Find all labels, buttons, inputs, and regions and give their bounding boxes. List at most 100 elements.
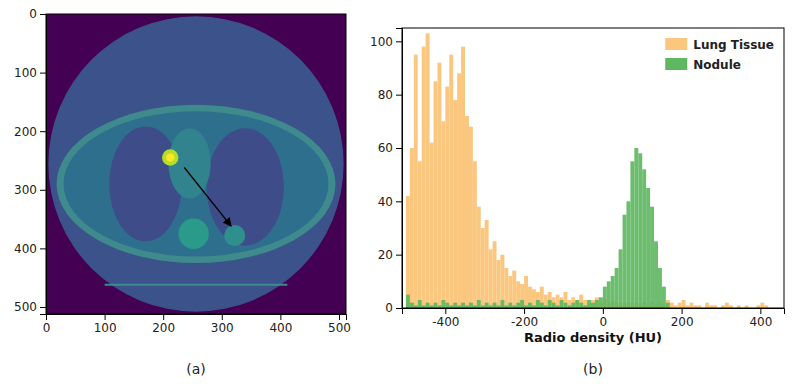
- histogram-bar: [603, 287, 607, 308]
- histogram-bar: [453, 303, 457, 308]
- plot-frame: [402, 28, 784, 308]
- tick-label: 500: [328, 321, 351, 335]
- body-outline: [57, 105, 336, 263]
- tick-label: 0: [600, 315, 608, 329]
- panel-caption: (b): [583, 361, 603, 377]
- y-axis-tick: 0: [29, 7, 46, 21]
- x-axis-tick: 500: [328, 314, 351, 335]
- histogram-bar: [560, 300, 564, 308]
- legend-item: Lung Tissue: [665, 38, 774, 52]
- histogram-bar: [650, 207, 654, 308]
- histogram-bar: [591, 300, 595, 308]
- histogram-bar: [560, 297, 564, 308]
- histogram-bar: [508, 276, 512, 308]
- x-axis-tick: 300: [211, 314, 234, 335]
- histogram-bar: [536, 292, 540, 308]
- arrow: [184, 168, 231, 227]
- aorta-core: [166, 153, 174, 161]
- histogram-bar: [615, 268, 619, 308]
- histogram-bar: [418, 161, 422, 308]
- y-axis-tick: 200: [14, 125, 46, 139]
- left-lung: [109, 127, 182, 242]
- histogram-bar: [410, 303, 414, 308]
- tick-label: 100: [370, 35, 393, 49]
- right-lung: [207, 128, 284, 245]
- tick-label: 0: [29, 7, 37, 21]
- histogram-bar: [619, 249, 623, 308]
- y-axis-tick: 60: [378, 141, 402, 155]
- tick-mark: [163, 314, 164, 320]
- aorta: [162, 149, 178, 165]
- tick-mark: [105, 314, 106, 320]
- table-line: [105, 284, 288, 286]
- tick-label: 100: [14, 66, 37, 80]
- tick-mark: [396, 308, 402, 309]
- histogram-bar: [544, 295, 548, 308]
- y-axis-tick: 40: [378, 195, 402, 209]
- tick-label: 400: [749, 315, 772, 329]
- histogram-bar: [473, 161, 477, 308]
- histogram-bar: [587, 300, 591, 308]
- y-axis-tick: 300: [14, 183, 46, 197]
- histogram-bar: [512, 271, 516, 308]
- histogram-bar: [583, 300, 587, 308]
- histogram-bar: [516, 281, 520, 308]
- histogram-bar: [453, 100, 457, 308]
- tick-label: 400: [14, 242, 37, 256]
- histogram-bar: [536, 300, 540, 308]
- legend-item: Nodule: [665, 58, 741, 72]
- histogram-bar: [591, 303, 595, 308]
- histogram-bar: [465, 116, 469, 308]
- x-axis-title: Radio density (HU): [524, 330, 662, 345]
- histogram-bar: [646, 188, 650, 308]
- histogram-bar: [528, 303, 532, 308]
- tick-mark: [524, 308, 525, 314]
- tick-mark: [396, 95, 402, 96]
- histogram-bar: [520, 284, 524, 308]
- tick-label: 200: [152, 321, 175, 335]
- x-axis-tick: 200: [671, 308, 694, 329]
- tick-label: 100: [94, 321, 117, 335]
- y-axis-tick: 100: [14, 66, 46, 80]
- y-axis-tick: 400: [14, 242, 46, 256]
- histogram-bar: [725, 303, 729, 308]
- x-axis: -400-2000200400: [403, 308, 785, 329]
- histogram-bar: [571, 303, 575, 308]
- histogram-bar: [477, 300, 481, 308]
- histogram-bar: [461, 303, 465, 308]
- x-axis-tick: 100: [94, 314, 117, 335]
- histogram-bar: [548, 292, 552, 308]
- y-axis-tick: 500: [14, 300, 46, 314]
- histogram-bar: [441, 300, 445, 308]
- x-axis-tick: -400: [432, 308, 459, 329]
- tick-mark: [339, 314, 340, 320]
- tick-mark: [40, 248, 46, 249]
- figure: 01002003004005000100200300400500(a)-400-…: [0, 0, 796, 385]
- histogram-bar: [575, 300, 579, 308]
- histogram-bar: [485, 303, 489, 308]
- histogram-bar: [497, 260, 501, 308]
- histogram-bar: [563, 292, 567, 308]
- legend-label: Lung Tissue: [693, 38, 774, 52]
- tick-label: 300: [211, 321, 234, 335]
- tick-label: 0: [385, 301, 393, 315]
- plot-frame: [46, 14, 346, 314]
- histogram-bar: [654, 241, 658, 308]
- histogram-bar: [434, 81, 438, 308]
- tick-label: 200: [671, 315, 694, 329]
- histogram-bar: [469, 127, 473, 308]
- histogram-bar: [666, 300, 670, 308]
- histogram-bar: [599, 297, 603, 308]
- tick-mark: [396, 255, 402, 256]
- tick-mark: [760, 308, 761, 314]
- histogram-bar: [760, 303, 764, 308]
- histogram-bar: [623, 215, 627, 308]
- histogram-bar: [449, 55, 453, 308]
- tick-label: 300: [14, 183, 37, 197]
- y-axis: 0 100 200 300 400 500: [14, 7, 46, 314]
- series-bars: [406, 33, 768, 308]
- histogram-bar: [579, 295, 583, 308]
- histogram-bar: [579, 303, 583, 308]
- histogram-bar: [481, 228, 485, 308]
- histogram-bar: [493, 241, 497, 308]
